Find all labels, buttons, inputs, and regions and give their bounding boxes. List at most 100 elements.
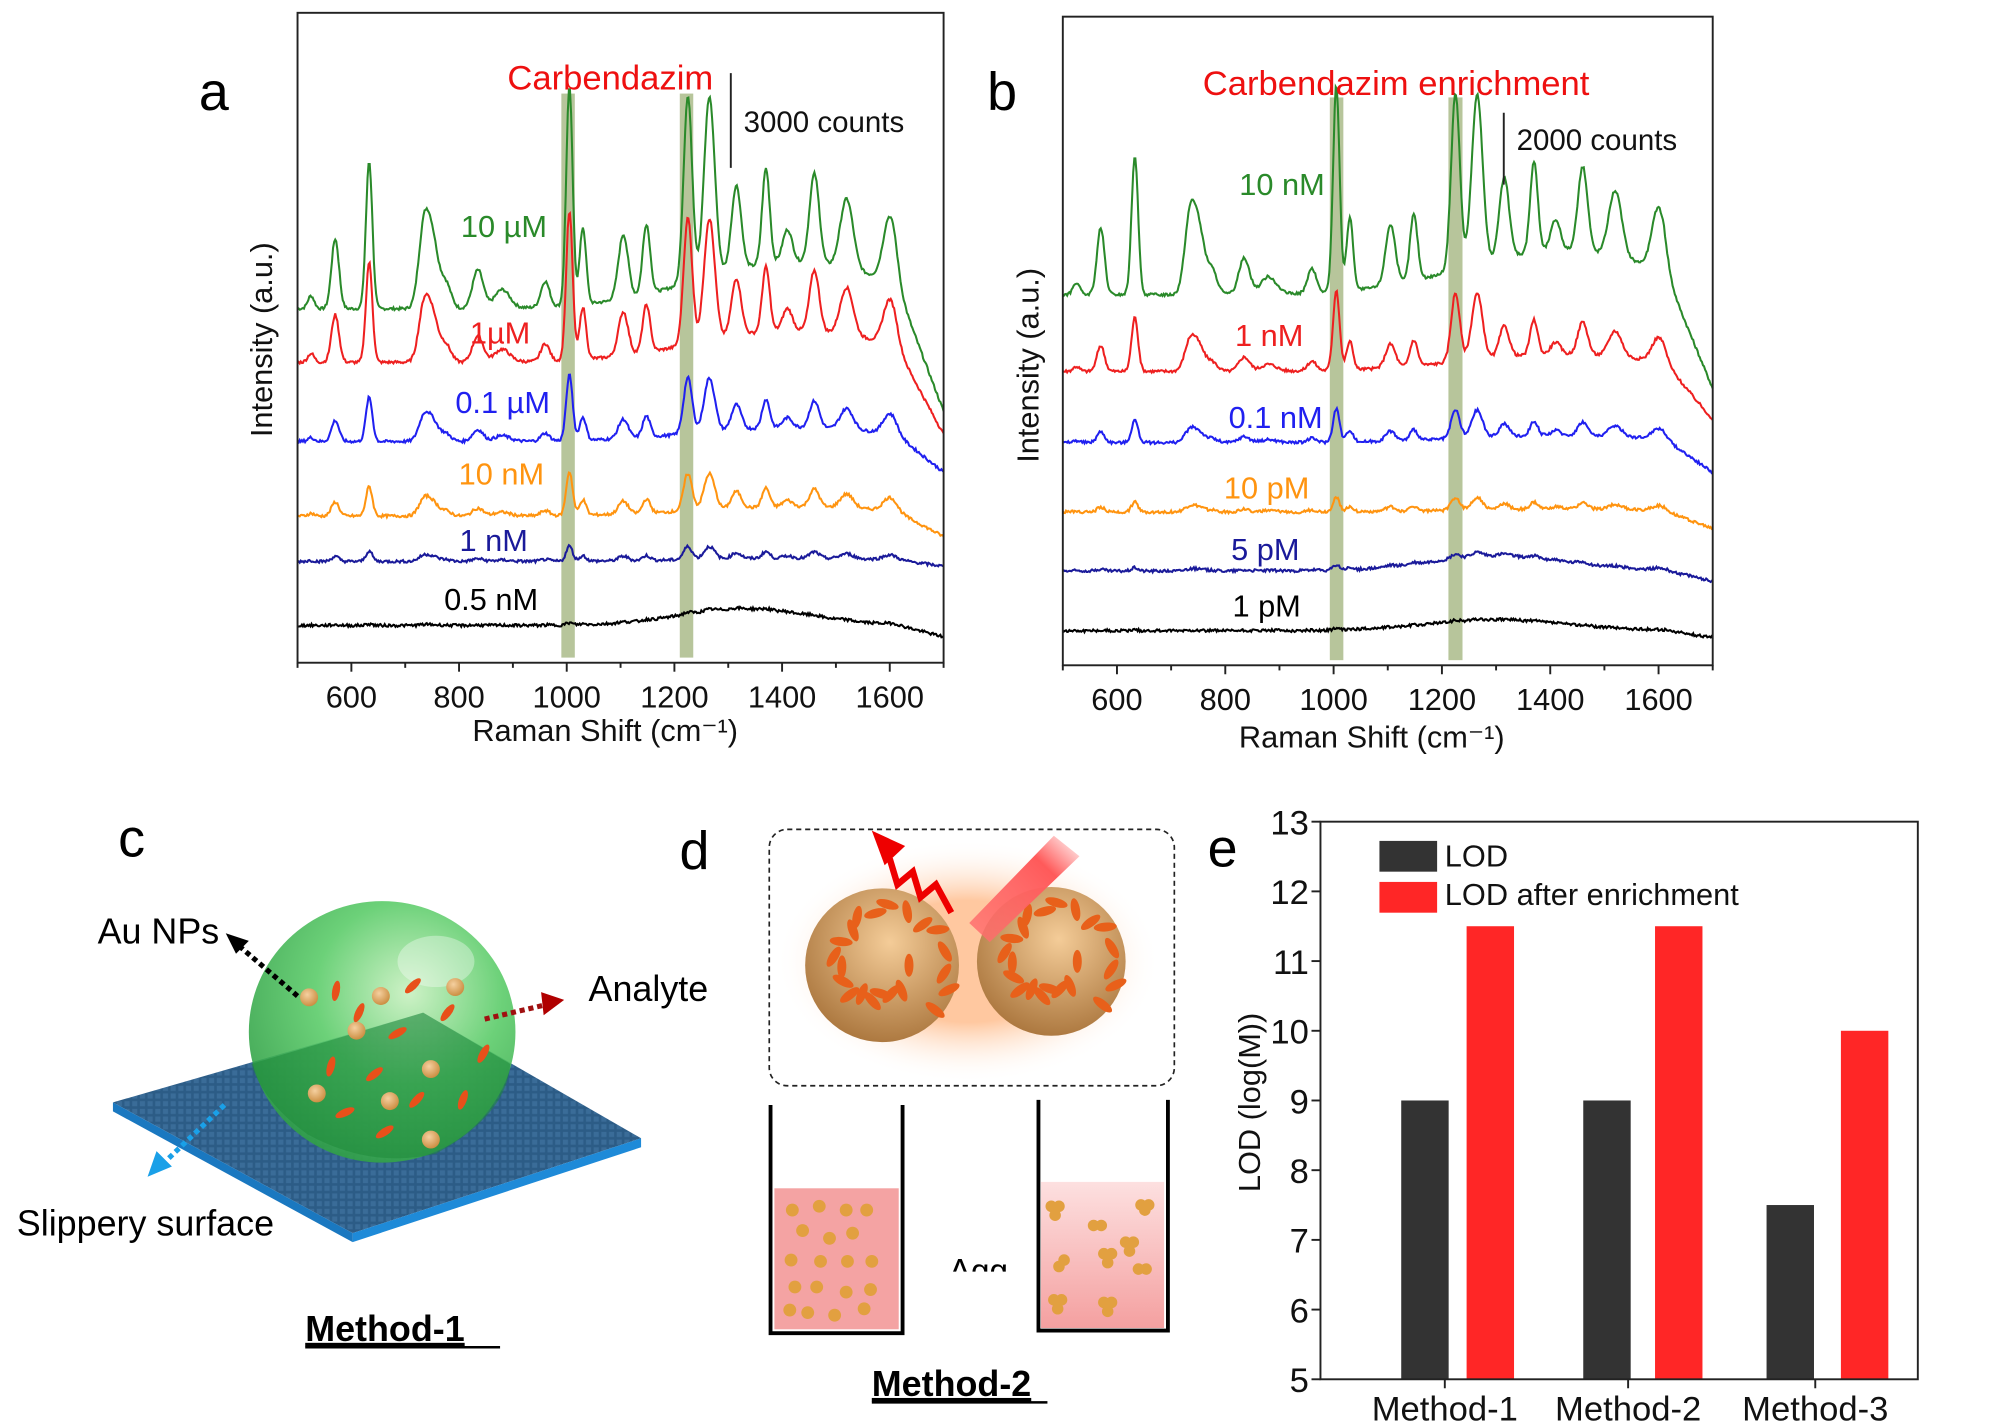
analyte-molecule	[1080, 914, 1101, 930]
analyte-molecule	[1007, 951, 1017, 975]
concentration-label: 1 nM	[459, 523, 527, 558]
spectrum-line	[297, 604, 945, 639]
analyte-molecule	[832, 974, 854, 988]
method-2-label: Method-2	[872, 1364, 1031, 1404]
dispersed-nanoparticle	[801, 1306, 815, 1320]
gold-nanoparticles	[300, 978, 490, 1149]
concentration-label: 5 pM	[1231, 532, 1299, 567]
scale-bar-label: 2000 counts	[1517, 124, 1678, 157]
analyte-molecule	[852, 905, 862, 929]
concentration-label: 1µM	[470, 316, 530, 351]
spectrum-line	[297, 87, 945, 412]
dispersed-nanoparticle	[788, 1280, 802, 1294]
panel-b-letter: b	[987, 62, 1017, 122]
analyte-molecule	[864, 908, 887, 919]
bar-lod-method-3	[1766, 1205, 1814, 1380]
dispersed-nanoparticle	[860, 1203, 874, 1217]
aggregated-nanoparticle	[1123, 1245, 1136, 1257]
aggregated-nanoparticle	[1053, 1200, 1065, 1213]
concentration-label: 10 pM	[1224, 471, 1309, 506]
x-tick-label: Method-3	[1742, 1390, 1888, 1428]
spectra-traces	[297, 87, 945, 639]
analyte-molecule	[876, 898, 899, 910]
aggregated-nanoparticle	[1101, 1256, 1114, 1269]
x-tick-label: 800	[433, 680, 484, 715]
dispersed-nanoparticle	[814, 1254, 827, 1268]
dispersed-nanoparticle	[785, 1203, 799, 1217]
analyte-molecule	[409, 1091, 425, 1108]
analyte-molecule	[1010, 982, 1030, 998]
analyte-molecule	[1105, 978, 1127, 992]
bar-lod-after-enrichment-method-2	[1655, 926, 1703, 1380]
analyte-molecule	[1000, 933, 1024, 944]
aggregated-nanoparticle	[1105, 1296, 1118, 1309]
analyte-molecule	[1033, 986, 1051, 1006]
analyte-molecule	[837, 955, 847, 979]
analyte-molecule	[366, 1067, 383, 1082]
analyte-molecule	[1072, 949, 1082, 973]
aggregated-nanoparticle	[1132, 1263, 1145, 1275]
y-tick-label: 13	[1270, 804, 1308, 842]
analyte-molecule	[1103, 959, 1119, 980]
highlight-band	[1448, 97, 1463, 661]
gold-nanoparticle	[347, 1021, 366, 1040]
y-axis-label: Intensity (a.u.)	[244, 242, 279, 437]
concentration-label: 1 nM	[1235, 318, 1303, 353]
analyte-molecule	[353, 1003, 365, 1023]
spectrum-line	[1062, 405, 1714, 475]
spectra-traces	[1061, 83, 1714, 640]
aggregated-nanoparticle	[1055, 1294, 1068, 1306]
x-axis-label: Raman Shift (cm⁻¹)	[1239, 719, 1505, 754]
bar-lod-after-enrichment-method-3	[1840, 1030, 1889, 1380]
analyte-molecule	[926, 925, 950, 935]
beaker-dispersed	[768, 1104, 905, 1336]
legend-label-lod: LOD	[1445, 839, 1508, 874]
analyte-molecule	[1045, 897, 1068, 908]
analyte-molecule	[829, 936, 853, 947]
analyte-molecule	[388, 1027, 407, 1040]
gold-nanoparticle	[421, 1060, 440, 1079]
analyte-molecule	[335, 1107, 355, 1119]
legend-swatch-lod	[1379, 840, 1438, 872]
aggregated-nanoparticle	[1049, 1209, 1061, 1221]
spectrum-line	[1062, 616, 1714, 640]
x-tick-label: 1600	[1624, 682, 1692, 717]
analyte-molecule	[895, 979, 908, 1002]
dispersed-nanoparticle	[841, 1254, 854, 1268]
x-tick-label: 1600	[856, 680, 924, 715]
spectrum-line	[1062, 289, 1714, 421]
spectrum-line	[297, 211, 945, 434]
spectrum-line	[297, 373, 945, 473]
y-tick-label: 7	[1290, 1223, 1309, 1261]
analyte-molecule	[913, 917, 933, 933]
bar-lod-method-1	[1401, 1100, 1449, 1380]
dispersed-nanoparticle	[783, 1303, 797, 1317]
panel-c-letter: c	[118, 808, 145, 868]
analyte-molecule	[1025, 978, 1038, 1001]
analyte-molecule	[404, 978, 421, 994]
concentration-labels: 10 nM 1 nM 0.1 nM 10 pM 5 pM 1 pM	[1224, 167, 1325, 624]
aggregated-nanoparticle	[1058, 1254, 1070, 1266]
gold-nanoparticle	[300, 988, 319, 1007]
legend: LOD LOD after enrichment	[1379, 839, 1739, 913]
slippery-surface-label: Slippery surface	[17, 1204, 274, 1244]
concentration-label: 10 nM	[459, 457, 544, 492]
x-axis-label: Raman Shift (cm⁻¹)	[472, 713, 738, 748]
panel-a-letter: a	[199, 62, 229, 122]
x-tick-label: Method-2	[1555, 1390, 1701, 1428]
highlight-bands	[561, 93, 694, 658]
gold-nanoparticle	[307, 1084, 326, 1103]
dispersed-nanoparticle	[828, 1308, 842, 1322]
analyte-molecule	[847, 919, 859, 942]
analyte-label: Analyte	[589, 969, 709, 1009]
panel-b-spectra: b 600 800 1000 1200 1400 1600 Carbendazim enr…	[987, 15, 1714, 754]
aggregated-nanoparticle	[1095, 1219, 1108, 1232]
gold-nanoparticle	[446, 978, 465, 997]
method-1-label: Method-1	[305, 1309, 464, 1349]
y-tick-label: 10	[1270, 1014, 1308, 1052]
analyte-molecule	[864, 991, 881, 1011]
dispersed-nanoparticle	[839, 1203, 853, 1217]
aggregated-nanoparticle	[1051, 1303, 1064, 1315]
y-tick-label: 9	[1290, 1083, 1309, 1121]
